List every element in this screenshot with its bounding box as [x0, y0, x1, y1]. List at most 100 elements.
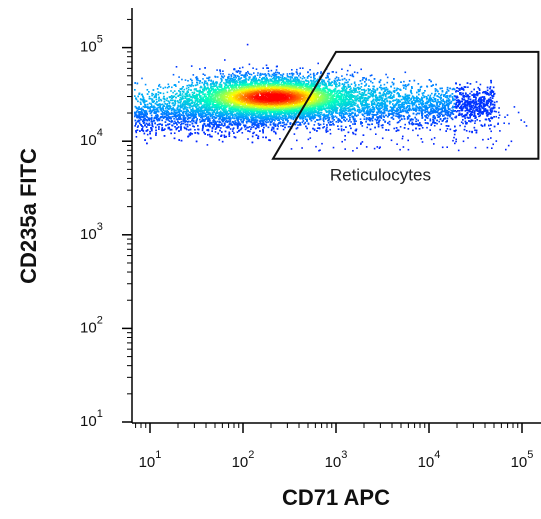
- event-dot: [209, 112, 211, 114]
- event-dot: [150, 120, 153, 123]
- event-dot: [414, 100, 417, 102]
- event-dot: [414, 101, 417, 104]
- event-dot: [376, 116, 378, 118]
- event-dot: [473, 96, 475, 98]
- event-dot: [487, 113, 490, 116]
- event-dot: [449, 96, 451, 98]
- event-dot: [236, 125, 239, 128]
- event-dot: [202, 104, 204, 107]
- event-dot: [464, 125, 466, 128]
- event-dot: [425, 106, 428, 108]
- event-dot: [135, 130, 137, 132]
- event-dot: [186, 128, 188, 131]
- event-dot: [479, 106, 481, 108]
- event-dot: [350, 95, 353, 97]
- event-dot: [149, 107, 151, 110]
- event-dot: [135, 110, 138, 113]
- event-dot: [157, 117, 160, 120]
- event-dot: [207, 134, 209, 136]
- event-dot: [414, 116, 416, 119]
- event-dot: [174, 120, 176, 123]
- event-dot: [483, 96, 486, 98]
- event-dot: [249, 126, 251, 128]
- event-dot: [436, 114, 439, 117]
- event-dot: [386, 99, 388, 102]
- event-dot: [259, 123, 262, 125]
- event-dot: [380, 84, 382, 87]
- event-dot: [150, 118, 153, 121]
- event-dot: [151, 120, 154, 123]
- event-dot: [470, 104, 473, 107]
- event-dot: [146, 116, 148, 119]
- event-dot: [134, 105, 137, 108]
- event-dot: [415, 120, 417, 123]
- event-dot: [440, 94, 442, 97]
- event-dot: [186, 121, 189, 123]
- event-dot: [147, 118, 150, 121]
- event-dot: [381, 97, 384, 99]
- event-dot: [417, 100, 420, 102]
- event-dot: [480, 100, 482, 102]
- event-dot: [400, 114, 403, 117]
- event-dot: [161, 110, 164, 113]
- event-dot: [193, 125, 195, 128]
- event-dot: [310, 119, 313, 122]
- event-dot: [469, 98, 472, 101]
- event-dot: [175, 114, 177, 117]
- event-dot: [197, 132, 200, 135]
- event-dot: [425, 115, 427, 117]
- event-dot: [482, 107, 485, 110]
- event-dot: [187, 117, 190, 119]
- event-dot: [438, 120, 440, 123]
- event-dot: [417, 89, 420, 91]
- event-dot: [209, 119, 211, 122]
- event-dot: [469, 107, 471, 110]
- event-dot: [258, 126, 260, 129]
- event-dot: [421, 103, 423, 106]
- event-dot: [477, 86, 479, 89]
- event-dot: [455, 91, 457, 93]
- event-dot: [475, 102, 478, 104]
- event-dot: [162, 107, 165, 110]
- event-dot: [268, 119, 271, 121]
- event-dot: [203, 120, 205, 123]
- event-dot: [416, 109, 418, 111]
- event-dot: [199, 118, 201, 121]
- event-dot: [154, 117, 156, 119]
- event-dot: [417, 90, 420, 93]
- event-dot: [437, 108, 440, 110]
- event-dot: [420, 102, 422, 104]
- event-dot: [387, 93, 389, 95]
- event-dot: [388, 109, 391, 112]
- event-dot: [326, 93, 329, 96]
- event-dot: [168, 127, 171, 130]
- event-dot: [441, 110, 444, 112]
- event-dot: [410, 123, 413, 125]
- event-dot: [167, 119, 170, 121]
- event-dot: [400, 115, 402, 118]
- event-dot: [415, 118, 418, 120]
- event-dot: [155, 94, 157, 97]
- event-dot: [481, 102, 483, 104]
- event-dot: [329, 91, 332, 94]
- event-dot: [438, 101, 441, 103]
- event-dot: [237, 118, 240, 120]
- event-dot: [342, 114, 345, 117]
- event-dot: [483, 110, 485, 113]
- event-dot: [204, 133, 206, 135]
- event-dot: [170, 113, 172, 115]
- event-dot: [322, 123, 325, 125]
- event-dot: [447, 114, 449, 117]
- event-dot: [489, 113, 492, 115]
- event-dot: [479, 100, 481, 102]
- event-dot: [419, 86, 422, 88]
- event-dot: [378, 121, 380, 124]
- event-dot: [469, 115, 471, 118]
- event-dot: [443, 95, 445, 97]
- event-dot: [487, 102, 489, 104]
- event-dot: [412, 107, 415, 110]
- event-dot: [493, 106, 496, 109]
- event-dot: [365, 112, 367, 115]
- event-dot: [136, 120, 139, 122]
- event-dot: [175, 127, 178, 130]
